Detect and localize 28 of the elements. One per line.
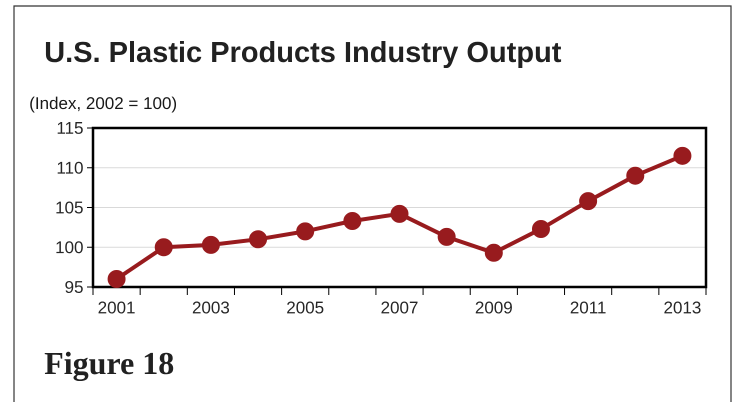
x-tick-label: 2009 [476, 302, 512, 314]
point [343, 212, 362, 230]
point [390, 205, 409, 224]
point [202, 236, 220, 254]
point [438, 228, 456, 246]
point [484, 244, 503, 262]
point [154, 238, 173, 256]
x-tick-label: 2001 [98, 302, 135, 314]
caption: Figure 18 [44, 352, 174, 382]
x-tick-label: 2013 [664, 302, 701, 314]
point [108, 270, 126, 288]
x-tick-label: 2007 [381, 302, 418, 314]
point [296, 222, 314, 241]
y-tick-label: 115 [58, 122, 83, 134]
point [626, 166, 644, 185]
y-tick-label: 100 [56, 241, 83, 254]
x-tick-label: 2003 [192, 302, 230, 314]
point [579, 192, 598, 210]
point [673, 147, 692, 166]
chart-title: U.S. Plastic Products Industry Output [46, 41, 562, 68]
x-tick-label: 2005 [287, 302, 324, 314]
y-tick-label: 105 [56, 202, 83, 214]
point [249, 230, 268, 248]
point [532, 220, 550, 238]
y-axis-title: (Index, 2002 = 100) [30, 96, 176, 113]
y-tick-label: 95 [65, 281, 83, 294]
x-tick-label: 2011 [570, 302, 606, 314]
y-tick-label: 110 [58, 162, 83, 174]
